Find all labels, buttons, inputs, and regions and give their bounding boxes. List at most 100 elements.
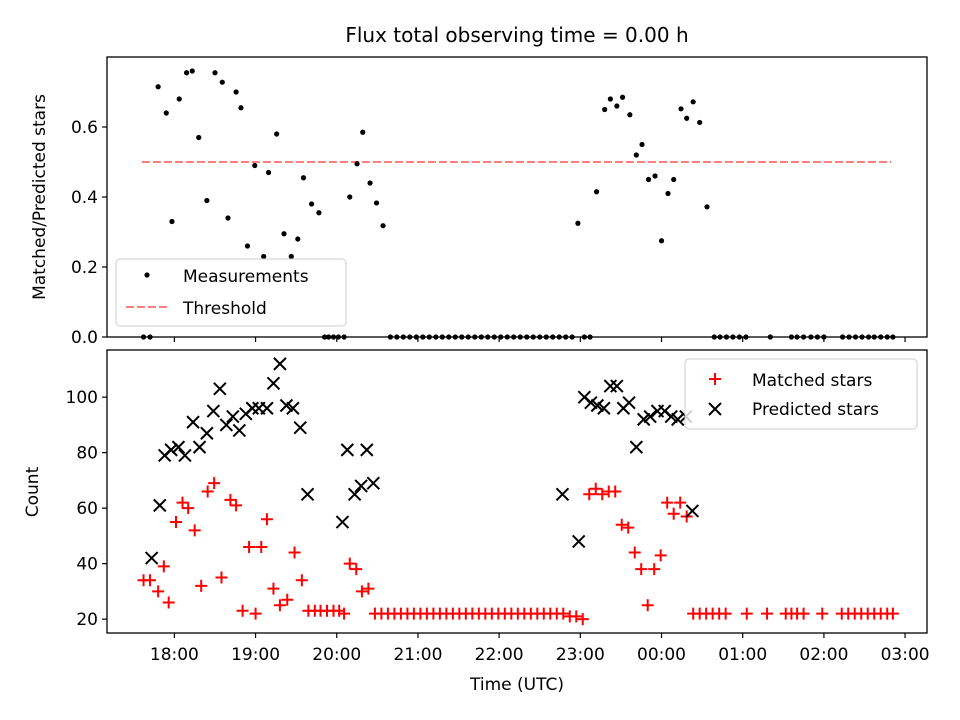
predicted-star-point xyxy=(266,376,281,391)
matched-star-point xyxy=(208,477,221,490)
matched-star-point xyxy=(350,563,363,576)
predicted-star-point xyxy=(178,448,192,463)
matched-star-point xyxy=(576,613,589,626)
measurement-point xyxy=(704,204,710,210)
measurement-point xyxy=(367,180,373,186)
x-tick-label: 03:00 xyxy=(881,645,930,665)
measurement-point xyxy=(652,173,658,179)
matched-star-point xyxy=(596,488,609,501)
measurement-point xyxy=(212,70,218,76)
predicted-star-point xyxy=(300,487,315,501)
x-tick-label: 01:00 xyxy=(718,645,767,665)
predicted-star-point xyxy=(597,401,611,415)
bottom-plot-area xyxy=(137,357,899,626)
measurement-point xyxy=(602,106,608,113)
top-panel: 0.0 0.2 0.4 0.6 Matched/Predicted stars Mea… xyxy=(30,56,928,348)
measurement-point xyxy=(633,152,639,158)
bottom-y-tick-label: 40 xyxy=(76,555,98,575)
predicted-star-point xyxy=(206,404,221,418)
measurement-point xyxy=(347,194,353,200)
x-tick-label: 23:00 xyxy=(556,645,605,665)
predicted-star-point xyxy=(232,423,247,438)
measurement-point xyxy=(189,68,195,74)
matched-star-point xyxy=(615,518,628,531)
bottom-y-axis: 20 40 60 80 100 xyxy=(66,388,107,630)
matched-star-point xyxy=(273,599,286,612)
x-tick-label: 22:00 xyxy=(475,645,524,665)
predicted-star-point xyxy=(164,443,178,457)
matched-star-point xyxy=(648,563,661,576)
predicted-star-point xyxy=(347,487,362,501)
predicted-star-point xyxy=(245,401,260,415)
predicted-star-point xyxy=(555,487,570,501)
matched-star-point xyxy=(182,502,195,515)
matched-star-point xyxy=(641,599,654,612)
top-y-axis: 0.0 0.2 0.4 0.6 xyxy=(71,118,107,348)
matched-star-point xyxy=(162,596,175,609)
matched-star-point xyxy=(188,524,201,537)
matched-star-point xyxy=(144,574,157,587)
matched-star-point xyxy=(152,585,165,598)
legend-matched-marker xyxy=(709,373,721,385)
predicted-star-point xyxy=(213,382,227,396)
bottom-x-axis: 18:00 19:00 20:00 21:00 22:00 23:00 00:00 01:00… xyxy=(150,633,930,665)
matched-star-point xyxy=(589,482,602,495)
measurement-point xyxy=(183,70,190,76)
matched-star-point xyxy=(667,507,680,520)
legend-predicted-label: Predicted stars xyxy=(752,400,879,420)
measurement-point xyxy=(658,238,665,244)
matched-star-point xyxy=(654,549,667,562)
top-y-tick-label: 0.2 xyxy=(71,258,98,278)
legend-matched-label: Matched stars xyxy=(752,371,872,391)
measurement-point xyxy=(316,210,322,216)
matched-star-point xyxy=(355,585,368,598)
measurement-point xyxy=(380,223,386,229)
x-tick-label: 00:00 xyxy=(637,645,686,665)
measurement-point xyxy=(233,89,239,95)
matched-star-point xyxy=(362,582,375,595)
measurement-point xyxy=(645,176,652,183)
measurement-point xyxy=(225,215,231,221)
predicted-star-point xyxy=(293,420,307,435)
matched-star-point xyxy=(661,496,674,509)
matched-star-point xyxy=(157,560,170,573)
bottom-legend: Matched stars Predicted stars xyxy=(684,358,918,430)
measurement-point xyxy=(614,103,620,109)
measurement-point xyxy=(252,162,258,169)
legend-measurements-label: Measurements xyxy=(183,267,309,287)
predicted-star-point xyxy=(685,504,700,518)
predicted-star-point xyxy=(260,401,274,415)
matched-star-point xyxy=(176,496,189,509)
measurement-point xyxy=(196,134,202,141)
legend-measurements-marker xyxy=(144,272,150,278)
matched-star-point xyxy=(243,540,256,553)
measurement-point xyxy=(261,253,267,260)
predicted-star-point xyxy=(340,443,355,457)
top-y-tick-label: 0.0 xyxy=(71,328,98,348)
bottom-y-tick-label: 80 xyxy=(76,444,98,464)
predicted-star-point xyxy=(335,515,350,529)
predicted-star-point xyxy=(360,443,374,457)
matched-star-point xyxy=(281,593,294,606)
matched-star-point xyxy=(635,563,648,576)
measurement-point xyxy=(274,131,280,137)
predicted-star-point xyxy=(622,396,636,410)
measurement-point xyxy=(295,236,301,242)
predicted-star-point xyxy=(171,440,186,454)
measurement-point xyxy=(281,231,287,237)
predicted-star-point xyxy=(366,476,381,490)
matched-star-point xyxy=(170,516,183,529)
matched-star-point xyxy=(570,610,583,623)
bottom-panel: 20 40 60 80 100 18:00 19:00 20:00 21:00 22:00 23:… xyxy=(23,349,930,695)
measurement-point xyxy=(300,175,307,181)
matched-star-point xyxy=(260,513,273,526)
top-legend: Measurements Threshold xyxy=(115,258,347,327)
matched-star-point xyxy=(343,557,356,570)
matched-star-point xyxy=(719,607,732,620)
matched-star-point xyxy=(797,607,810,620)
top-x-axis-ticks xyxy=(173,337,906,342)
matched-star-point xyxy=(295,574,308,587)
x-tick-label: 18:00 xyxy=(150,645,199,665)
measurement-point xyxy=(308,201,315,207)
matched-star-point xyxy=(236,604,249,617)
